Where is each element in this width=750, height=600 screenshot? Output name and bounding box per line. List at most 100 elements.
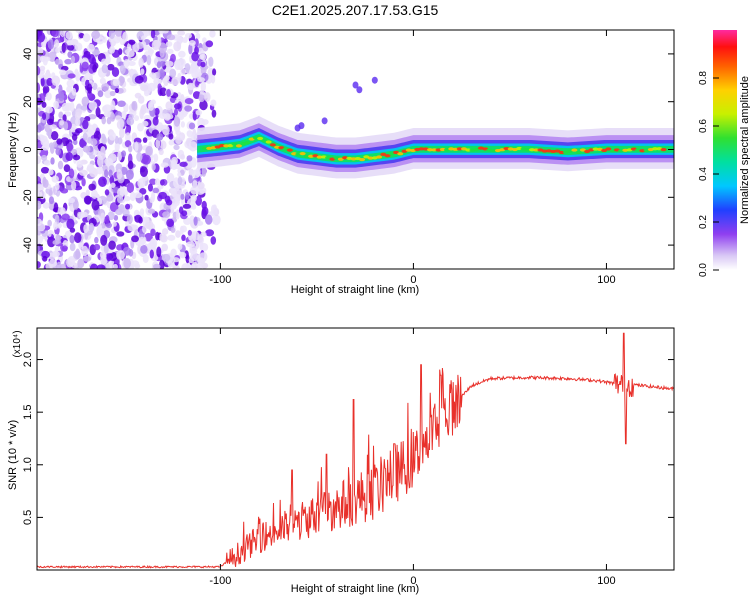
noise-blob	[42, 255, 48, 262]
noise-blob	[81, 245, 89, 257]
noise-blob	[81, 211, 88, 218]
noise-blob	[121, 110, 127, 119]
noise-blob	[205, 40, 214, 48]
y-tick-label: 0.5	[22, 510, 34, 525]
noise-blob	[132, 42, 140, 53]
noise-blob	[37, 176, 41, 186]
noise-blob	[195, 188, 205, 195]
colorbar-tick-label: 0.2	[698, 215, 709, 229]
noise-blob	[134, 75, 144, 84]
noise-blob	[42, 178, 49, 188]
noise-blob	[188, 122, 196, 130]
colorbar-tick-label: 0.4	[698, 167, 709, 181]
noise-blob	[52, 251, 60, 257]
noise-blob	[153, 57, 159, 65]
noise-blob	[68, 168, 75, 179]
noise-blob	[168, 139, 174, 146]
noise-blob	[162, 78, 168, 84]
noise-blob	[69, 234, 75, 244]
noise-blob	[125, 169, 134, 181]
noise-blob	[156, 246, 162, 258]
colorbar-tick-label: 0.8	[698, 71, 709, 85]
noise-blob	[48, 259, 58, 268]
noise-blob	[96, 166, 104, 175]
colorbar	[713, 30, 737, 270]
noise-blob	[175, 209, 180, 220]
noise-blob	[138, 236, 146, 246]
noise-blob	[153, 263, 161, 269]
noise-blob	[66, 85, 73, 93]
noise-blob	[106, 117, 112, 125]
noise-blob	[87, 124, 96, 135]
noise-blob	[138, 95, 145, 104]
noise-blob	[158, 30, 165, 35]
ridge-peak	[384, 154, 391, 158]
noise-blob	[63, 121, 69, 131]
noise-blob	[180, 154, 186, 160]
noise-blob	[147, 100, 155, 111]
noise-blob	[37, 184, 44, 191]
noise-blob	[91, 189, 98, 199]
y-tick-label: 0	[22, 146, 34, 152]
noise-blob	[75, 117, 81, 127]
noise-blob	[166, 89, 171, 97]
spectrogram-y-ticks: -40 -20 0 20 40	[22, 48, 674, 253]
snr-x-ticks: -100 0 100	[209, 328, 616, 587]
noise-blob	[47, 39, 55, 50]
ridge-peak	[265, 140, 272, 144]
noise-blob	[145, 217, 150, 223]
noise-blob	[180, 121, 186, 128]
noise-blob	[72, 154, 81, 161]
noise-blob	[150, 228, 156, 237]
noise-blob	[145, 220, 154, 230]
noise-blob	[108, 30, 116, 40]
spectrogram-x-axis-label: Height of straight line (km)	[291, 284, 419, 296]
noise-blob	[86, 163, 95, 173]
noise-blob	[114, 87, 120, 94]
noise-blob	[97, 223, 103, 233]
noise-blob	[125, 132, 131, 143]
noise-blob	[92, 64, 97, 73]
noise-blob	[58, 90, 65, 102]
noise-blob	[177, 110, 185, 121]
noise-blob	[37, 155, 42, 165]
noise-blob	[159, 259, 165, 269]
noise-blob	[173, 116, 181, 127]
noise-blob	[81, 61, 89, 70]
noise-blob	[177, 72, 182, 83]
noise-blob	[91, 30, 101, 40]
noise-blob	[45, 92, 52, 101]
noise-blob	[184, 32, 192, 39]
noise-blob	[143, 90, 150, 97]
noise-blob	[194, 68, 202, 80]
noise-blob	[127, 224, 137, 232]
noise-blob	[170, 227, 176, 233]
noise-blob	[121, 150, 127, 158]
noise-blob	[173, 103, 182, 110]
noise-blob	[195, 109, 203, 116]
ridge-peak	[605, 147, 612, 151]
noise-blob	[123, 258, 131, 269]
noise-blob	[48, 142, 55, 149]
noise-blob	[40, 77, 45, 87]
noise-blob	[82, 119, 89, 130]
noise-blob	[46, 77, 53, 87]
noise-blob	[46, 130, 52, 137]
noise-blob	[168, 133, 174, 140]
spectral-blob	[371, 76, 378, 84]
snr-series-line	[37, 332, 674, 569]
noise-blob	[196, 195, 201, 205]
noise-blob	[200, 81, 207, 92]
noise-blob	[183, 217, 192, 225]
noise-blob	[201, 166, 207, 177]
noise-blob	[126, 42, 132, 51]
ridge-peak	[201, 146, 208, 151]
noise-blob	[105, 214, 110, 225]
noise-blob	[138, 57, 144, 68]
noise-blob	[51, 30, 59, 38]
ridge-peak	[456, 147, 463, 151]
noise-blob	[57, 160, 64, 170]
noise-blob	[83, 224, 89, 234]
noise-blob	[71, 148, 78, 156]
noise-blob	[195, 32, 201, 40]
